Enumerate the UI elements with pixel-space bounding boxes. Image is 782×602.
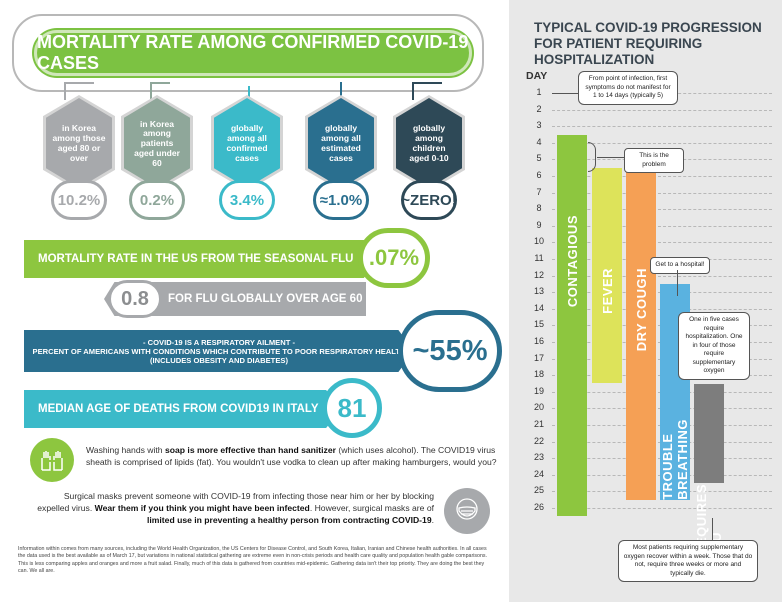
shield-text: globally among children aged 0-10 [409, 123, 449, 163]
connector-line [64, 82, 94, 100]
shield-value: 0.2% [129, 180, 185, 220]
shield-text: globally among all estimated cases [321, 123, 361, 163]
day-label: 26 [533, 502, 544, 512]
flu-us-label: MORTALITY RATE IN THE US FROM THE SEASON… [38, 253, 354, 265]
note-hospital: Get to a hospital! [650, 257, 710, 274]
flu-global-value: 0.8 [108, 280, 162, 318]
median-age-label: MEDIAN AGE OF DEATHS FROM COVID19 IN ITA… [38, 403, 319, 415]
day-gridline [552, 126, 772, 128]
progression-bar: FEVER [592, 167, 622, 384]
day-label: 11 [534, 253, 544, 263]
day-label: 13 [533, 286, 544, 297]
shield-card: globally among children aged 0-10 [396, 98, 462, 188]
respiratory-value: ~55% [398, 310, 502, 392]
day-gridline [552, 275, 772, 277]
progression-bar: REQUIRES ICU [694, 383, 724, 555]
day-gridline [552, 242, 772, 244]
connector-line [150, 82, 170, 100]
day-label: 22 [533, 435, 544, 446]
connector-line [248, 86, 250, 98]
median-age-value: 81 [322, 378, 382, 438]
day-label: 20 [533, 402, 544, 413]
respiratory-line3: (INCLUDES OBESITY AND DIABETES) [150, 355, 288, 365]
shield-value: 10.2% [51, 180, 107, 220]
day-label: 9 [536, 219, 542, 230]
note-pointer [712, 518, 713, 540]
median-age-banner: MEDIAN AGE OF DEATHS FROM COVID19 IN ITA… [24, 390, 342, 428]
note-pointer [552, 93, 578, 94]
progression-bar-label: DRY COUGH [633, 267, 649, 351]
day-label: 4 [536, 136, 542, 147]
footer-sources: Information within comes from many sourc… [18, 546, 488, 575]
note-pointer [677, 270, 678, 296]
flu-us-banner: MORTALITY RATE IN THE US FROM THE SEASON… [24, 240, 378, 278]
day-label: 18 [533, 369, 544, 380]
progression-title: TYPICAL COVID-19 PROGRESSION FOR PATIENT… [534, 20, 762, 67]
masks-paragraph: Surgical masks prevent someone with COVI… [37, 491, 434, 525]
bracket-marker [588, 142, 596, 172]
day-label: 2 [536, 103, 542, 114]
day-gridline [552, 192, 772, 194]
flu-us-value: .07% [358, 228, 430, 288]
day-gridline [552, 225, 772, 227]
shield-text: in Korea among those aged 80 or over [52, 123, 106, 163]
day-label: 24 [533, 468, 544, 479]
shield-text: in Korea among patients aged under 60 [134, 118, 180, 168]
flu-global-label: FOR FLU GLOBALLY OVER AGE 60 [168, 293, 363, 305]
progression-bar-label: TROUBLE BREATHING [660, 418, 690, 500]
day-gridline [552, 508, 772, 509]
shield-card: in Korea among patients aged under 60 [124, 98, 190, 188]
note-problem: This is the problem [624, 148, 684, 173]
day-label: 14 [533, 302, 544, 313]
hands-icon [30, 438, 74, 482]
connector-line [412, 82, 442, 100]
day-label: 15 [533, 319, 544, 330]
soap-paragraph: Washing hands with soap is more effectiv… [86, 445, 497, 467]
respiratory-banner: - COVID-19 IS A RESPIRATORY AILMENT - PE… [24, 330, 414, 372]
day-gridline [552, 176, 772, 177]
day-label: 19 [533, 385, 544, 396]
note-incubation: From point of infection, first symptoms … [578, 71, 678, 105]
respiratory-line1: - COVID-19 IS A RESPIRATORY AILMENT - [142, 337, 296, 347]
day-label: 16 [533, 336, 544, 346]
day-label: 8 [536, 203, 542, 214]
day-label: 23 [533, 452, 544, 463]
day-label: 3 [536, 120, 542, 131]
day-header: DAY [526, 70, 548, 82]
day-label: 5 [536, 153, 542, 164]
day-gridline [552, 142, 772, 144]
connector-line [340, 82, 342, 100]
day-label: 7 [536, 186, 542, 197]
progression-bar-label: FEVER [599, 267, 615, 314]
mask-icon [444, 488, 490, 534]
page-title: MORTALITY RATE AMONG CONFIRMED COVID-19 … [34, 30, 472, 76]
day-label: 17 [533, 352, 544, 363]
progression-bar-label: CONTAGIOUS [564, 214, 580, 307]
shield-value: 3.4% [219, 180, 275, 220]
note-hospitalization: One in five cases require hospitalizatio… [678, 312, 750, 380]
shield-value: ≈1.0% [313, 180, 369, 220]
shield-card: globally among all estimated cases [308, 98, 374, 188]
shield-text: globally among all confirmed cases [226, 123, 268, 163]
shield-card: in Korea among those aged 80 or over [46, 98, 112, 188]
progression-bar: CONTAGIOUS [557, 134, 587, 517]
progression-bar: DRY COUGH [626, 167, 656, 500]
day-label: 6 [536, 170, 542, 180]
day-label: 10 [533, 236, 544, 247]
day-label: 25 [533, 485, 544, 496]
respiratory-line2: PERCENT OF AMERICANS WITH CONDITIONS WHI… [32, 346, 406, 356]
note-pointer [597, 157, 624, 158]
day-gridline [552, 209, 772, 211]
day-label: 12 [533, 269, 544, 280]
note-recovery: Most patients requiring supplementary ox… [618, 540, 758, 582]
day-label: 1 [536, 87, 542, 97]
day-gridline [552, 109, 772, 111]
shield-value: ~ZERO! [401, 180, 457, 220]
shield-card: globally among all confirmed cases [214, 98, 280, 188]
day-label: 21 [533, 419, 544, 429]
